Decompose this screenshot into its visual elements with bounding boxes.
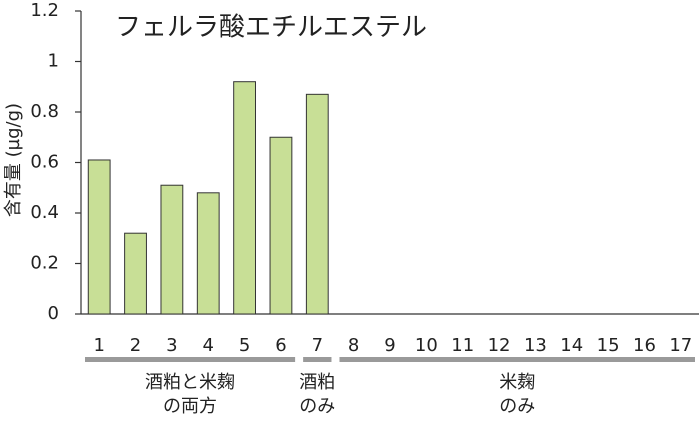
bar xyxy=(124,232,147,315)
x-tick-label: 13 xyxy=(524,335,547,356)
x-tick-label: 10 xyxy=(415,335,438,356)
x-tick-label: 17 xyxy=(669,335,692,356)
group-bracket xyxy=(85,357,296,362)
x-tick-label: 2 xyxy=(130,335,141,356)
group-bracket xyxy=(303,357,332,362)
bar xyxy=(196,192,220,315)
x-tick-label: 15 xyxy=(597,335,620,356)
group-label: のみ xyxy=(499,396,535,417)
x-tick-label: 12 xyxy=(488,335,511,356)
group-label: 米麹 xyxy=(499,372,535,393)
y-tick-label: 0.8 xyxy=(30,101,59,122)
bar xyxy=(233,81,256,315)
group-label: 酒粕と米麹 xyxy=(145,372,235,393)
y-tick-label: 0.6 xyxy=(30,152,59,173)
x-tick-label: 8 xyxy=(348,335,359,356)
y-tick-label: 0 xyxy=(48,303,59,324)
group-label: 酒粕 xyxy=(299,372,335,393)
group-bracket xyxy=(339,357,695,362)
x-tick-label: 3 xyxy=(166,335,177,356)
bar xyxy=(269,136,293,315)
x-tick-label: 5 xyxy=(239,335,250,356)
chart-title: フェルラ酸エチルエステル xyxy=(115,13,427,43)
x-tick-label: 14 xyxy=(560,335,583,356)
x-tick-label: 6 xyxy=(275,335,286,356)
y-tick-label: 0.4 xyxy=(30,202,59,223)
y-tick-label: 0.2 xyxy=(30,253,59,274)
bar xyxy=(87,159,111,315)
bar xyxy=(160,184,184,315)
x-tick-label: 16 xyxy=(633,335,656,356)
y-axis-label: 含有量 (µg/g) xyxy=(3,103,24,217)
x-tick-label: 7 xyxy=(312,335,323,356)
bar xyxy=(305,93,329,315)
x-tick-label: 1 xyxy=(93,335,104,356)
y-tick-label: 1 xyxy=(48,51,59,72)
x-tick-label: 4 xyxy=(203,335,214,356)
group-label: のみ xyxy=(299,396,335,417)
x-tick-label: 11 xyxy=(451,335,474,356)
y-tick-label: 1.2 xyxy=(30,0,59,21)
x-tick-label: 9 xyxy=(384,335,395,356)
group-label: の両方 xyxy=(163,396,217,417)
